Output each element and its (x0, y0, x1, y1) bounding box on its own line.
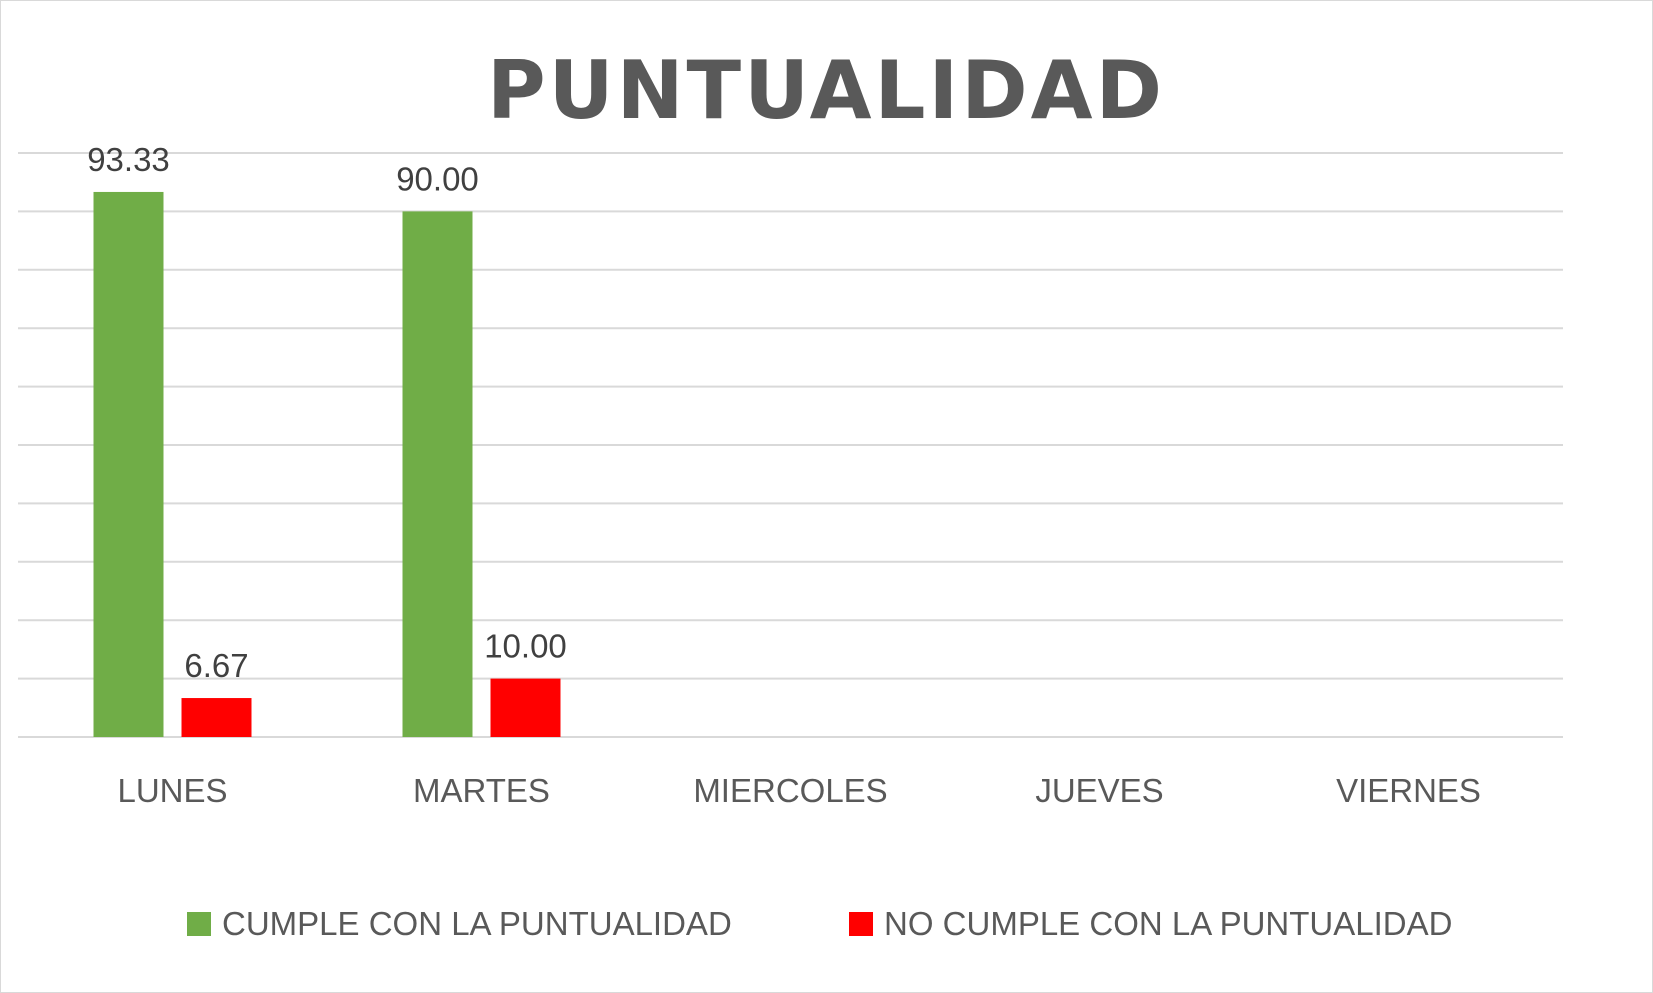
bar (93, 191, 164, 737)
bar (402, 211, 473, 737)
bars (93, 191, 561, 737)
category-label: MARTES (413, 772, 550, 809)
data-label: 6.67 (184, 647, 248, 684)
legend-label: NO CUMPLE CON LA PUNTUALIDAD (884, 905, 1452, 942)
chart-title: PUNTUALIDAD (487, 44, 1165, 137)
data-labels: 93.33 6.67 90.00 10.00 (87, 141, 567, 684)
bar (181, 698, 252, 737)
data-label: 10.00 (484, 628, 567, 665)
legend-swatch (849, 912, 873, 936)
data-label: 93.33 (87, 141, 170, 178)
gridlines (18, 152, 1563, 738)
data-label: 90.00 (396, 160, 479, 197)
category-label: VIERNES (1336, 772, 1481, 809)
legend-swatch (187, 912, 211, 936)
category-axis: LUNES MARTES MIERCOLES JUEVES VIERNES (117, 772, 1480, 809)
category-label: MIERCOLES (693, 772, 887, 809)
category-label: LUNES (117, 772, 227, 809)
category-label: JUEVES (1035, 772, 1163, 809)
legend: CUMPLE CON LA PUNTUALIDAD NO CUMPLE CON L… (187, 905, 1452, 942)
bar (490, 678, 561, 737)
legend-label: CUMPLE CON LA PUNTUALIDAD (222, 905, 732, 942)
